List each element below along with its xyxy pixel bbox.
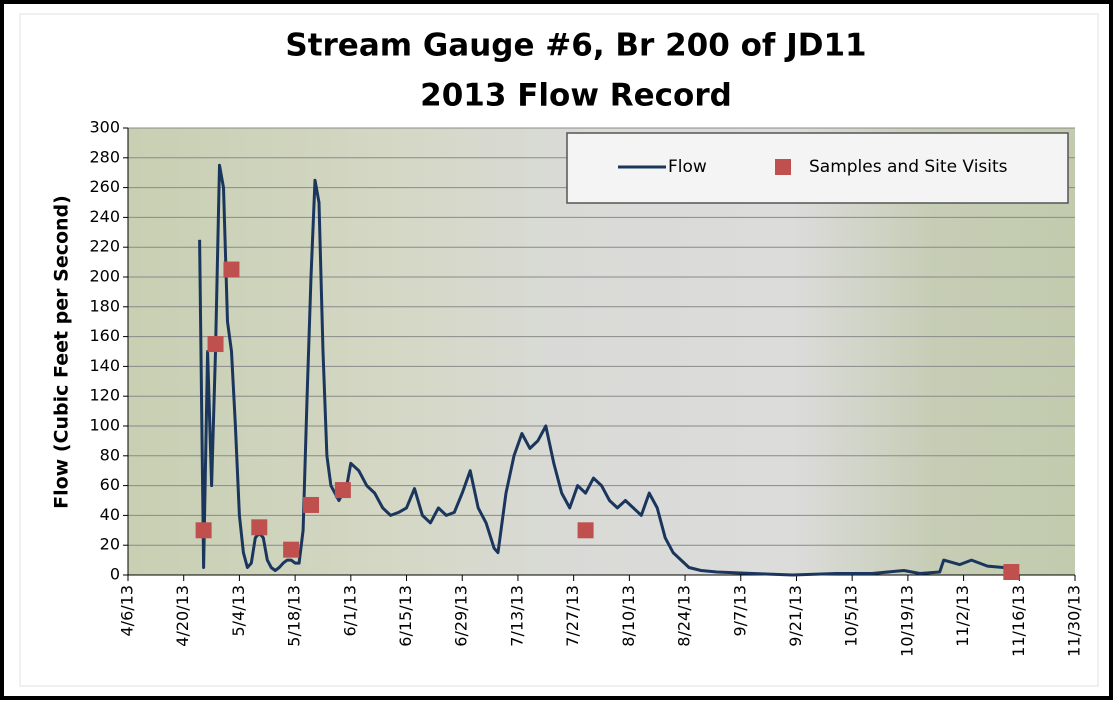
x-tick-label: 9/7/13 <box>730 585 749 637</box>
x-tick-label: 6/15/13 <box>396 585 415 647</box>
x-tick-label: 10/19/13 <box>897 585 916 657</box>
x-tick-label: 7/13/13 <box>507 585 526 647</box>
sample-marker <box>207 336 224 353</box>
x-tick-label: 11/30/13 <box>1065 585 1084 657</box>
y-tick-label: 200 <box>89 267 120 286</box>
y-tick-label: 0 <box>110 565 120 584</box>
y-tick-label: 160 <box>89 326 120 345</box>
sample-marker <box>283 541 300 558</box>
sample-marker <box>1003 564 1020 581</box>
y-tick-label: 80 <box>100 445 120 464</box>
legend-swatch <box>775 159 791 175</box>
x-tick-label: 5/18/13 <box>285 585 304 647</box>
sample-marker <box>223 261 240 278</box>
sample-marker <box>251 519 268 536</box>
y-tick-label: 120 <box>89 386 120 405</box>
y-tick-label: 40 <box>100 505 120 524</box>
legend-label: Flow <box>668 157 707 177</box>
sample-marker <box>334 482 351 499</box>
x-tick-label: 7/27/13 <box>563 585 582 647</box>
y-tick-label: 280 <box>89 147 120 166</box>
sample-marker <box>303 496 320 513</box>
y-axis-label: Flow (Cubic Feet per Second) <box>51 195 73 509</box>
y-tick-label: 60 <box>100 475 120 494</box>
x-tick-label: 9/21/13 <box>786 585 805 647</box>
x-tick-label: 4/20/13 <box>173 585 192 647</box>
y-tick-label: 300 <box>89 118 120 137</box>
y-tick-label: 20 <box>100 535 120 554</box>
x-tick-label: 11/16/13 <box>1009 585 1028 657</box>
x-tick-label: 8/24/13 <box>675 585 694 647</box>
sample-marker <box>577 522 594 539</box>
y-tick-label: 140 <box>89 356 120 375</box>
x-tick-label: 11/2/13 <box>953 585 972 647</box>
chart-subtitle: 2013 Flow Record <box>420 78 732 114</box>
x-tick-label: 10/5/13 <box>842 585 861 647</box>
y-tick-label: 220 <box>89 237 120 256</box>
y-tick-label: 240 <box>89 207 120 226</box>
y-tick-label: 180 <box>89 296 120 315</box>
chart-title: Stream Gauge #6, Br 200 of JD11 <box>285 28 866 64</box>
x-tick-label: 6/1/13 <box>340 585 359 637</box>
x-tick-label: 6/29/13 <box>452 585 471 647</box>
legend-label: Samples and Site Visits <box>809 157 1008 177</box>
y-tick-label: 260 <box>89 177 120 196</box>
x-tick-label: 8/10/13 <box>619 585 638 647</box>
y-tick-label: 100 <box>89 416 120 435</box>
sample-marker <box>195 522 212 539</box>
flow-line <box>198 163 1012 577</box>
x-tick-label: 4/6/13 <box>118 585 137 637</box>
x-tick-label: 5/4/13 <box>229 585 248 637</box>
